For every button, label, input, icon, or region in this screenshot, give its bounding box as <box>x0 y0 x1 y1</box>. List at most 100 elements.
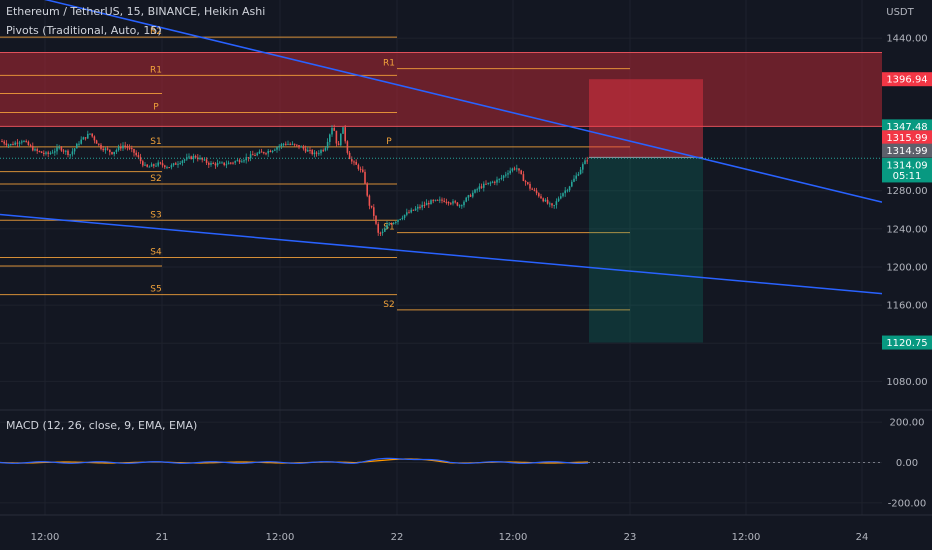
candle-body <box>234 161 236 163</box>
candle-body <box>177 163 179 165</box>
y-tick-label: 1080.00 <box>886 377 927 388</box>
currency-label: USDT <box>886 7 914 18</box>
candle-body <box>144 164 146 166</box>
candle-body <box>373 207 375 216</box>
candle-body <box>188 156 190 158</box>
candle-body <box>443 200 445 202</box>
candle-body <box>247 157 250 159</box>
candle-body <box>155 165 157 167</box>
candle-body <box>364 171 366 184</box>
candle-body <box>392 222 395 225</box>
candle-body <box>111 152 113 155</box>
candle-body <box>238 160 241 163</box>
candle-body <box>278 146 280 148</box>
macd-tick-label: -200.00 <box>888 498 927 509</box>
candle-body <box>388 223 390 225</box>
candle-body <box>135 152 137 156</box>
pivot-label: S5 <box>150 285 161 295</box>
y-tick-label: 1440.00 <box>886 34 927 45</box>
candle-body <box>423 204 426 206</box>
candle-body <box>408 212 410 214</box>
price-tag <box>882 168 932 183</box>
candle-body <box>403 214 406 218</box>
candle-body <box>436 199 439 201</box>
y-tick-label: 1240.00 <box>886 224 927 235</box>
candle-body <box>458 205 461 207</box>
candle-body <box>494 181 496 183</box>
candle-body <box>412 209 415 211</box>
candle-body <box>12 144 14 146</box>
candle-body <box>126 146 129 148</box>
pivot-label: S2 <box>150 174 161 184</box>
price-tag <box>882 130 932 145</box>
candle-body <box>489 182 492 184</box>
candle-body <box>232 162 234 164</box>
candle-body <box>102 148 104 151</box>
candle-body <box>368 195 371 206</box>
candle-body <box>179 162 181 164</box>
macd-legend[interactable]: MACD (12, 26, close, 9, EMA, EMA) <box>6 419 198 432</box>
candle-body <box>181 160 184 163</box>
candle-body <box>192 155 195 160</box>
x-tick-label: 22 <box>391 532 404 543</box>
candle-body <box>562 193 564 197</box>
price-tag-label: 05:11 <box>893 171 922 182</box>
candle-body <box>120 146 122 149</box>
macd-tick-label: 200.00 <box>890 418 925 429</box>
candle-body <box>203 159 206 161</box>
pivot-label: S4 <box>150 247 162 257</box>
candle-body <box>14 142 16 145</box>
candle-body <box>582 164 584 170</box>
candle-body <box>109 149 111 153</box>
x-tick-label: 12:00 <box>266 532 295 543</box>
candle-body <box>201 157 203 160</box>
candle-body <box>337 143 340 146</box>
candle-body <box>538 193 540 197</box>
pivot-label: S2 <box>383 300 394 310</box>
candle-body <box>529 183 531 189</box>
candle-body <box>252 154 254 156</box>
candle-body <box>524 181 527 183</box>
candle-body <box>190 156 192 160</box>
candle-body <box>241 161 243 163</box>
price-tag-label: 1315.99 <box>886 133 927 144</box>
candle-body <box>401 217 404 219</box>
candle-body <box>375 215 377 224</box>
pivots-legend[interactable]: Pivots (Traditional, Auto, 15) <box>6 24 162 37</box>
candle-body <box>60 147 63 151</box>
candle-body <box>214 163 217 166</box>
candle-body <box>584 160 586 165</box>
candle-body <box>205 159 208 163</box>
candle-body <box>271 150 274 153</box>
candle-body <box>128 147 131 149</box>
price-tag-label: 1396.94 <box>886 75 927 86</box>
candle-body <box>287 143 289 145</box>
candle-body <box>172 163 175 166</box>
candle-body <box>289 143 291 145</box>
candle-body <box>73 148 76 152</box>
price-tag-label: 1120.75 <box>886 338 927 349</box>
candle-body <box>21 141 23 143</box>
candle-body <box>131 148 133 150</box>
candle-body <box>27 141 30 146</box>
candle-body <box>67 150 69 156</box>
candle-body <box>159 162 162 164</box>
candle-body <box>212 163 214 165</box>
symbol-legend[interactable]: Ethereum / TetherUS, 15, BINANCE, Heikin… <box>6 5 266 18</box>
candle-body <box>480 186 483 188</box>
candle-body <box>230 162 232 164</box>
candle-body <box>265 153 267 155</box>
candle-body <box>414 208 417 211</box>
candle-body <box>1 141 3 143</box>
candle-body <box>304 148 307 152</box>
candle-body <box>357 164 360 169</box>
candle-body <box>139 157 142 162</box>
candle-body <box>465 197 467 202</box>
candle-body <box>549 203 551 205</box>
macd-line <box>0 457 589 464</box>
candle-body <box>386 224 388 229</box>
candle-body <box>293 143 296 145</box>
candle-body <box>335 130 338 144</box>
candle-body <box>282 143 285 145</box>
